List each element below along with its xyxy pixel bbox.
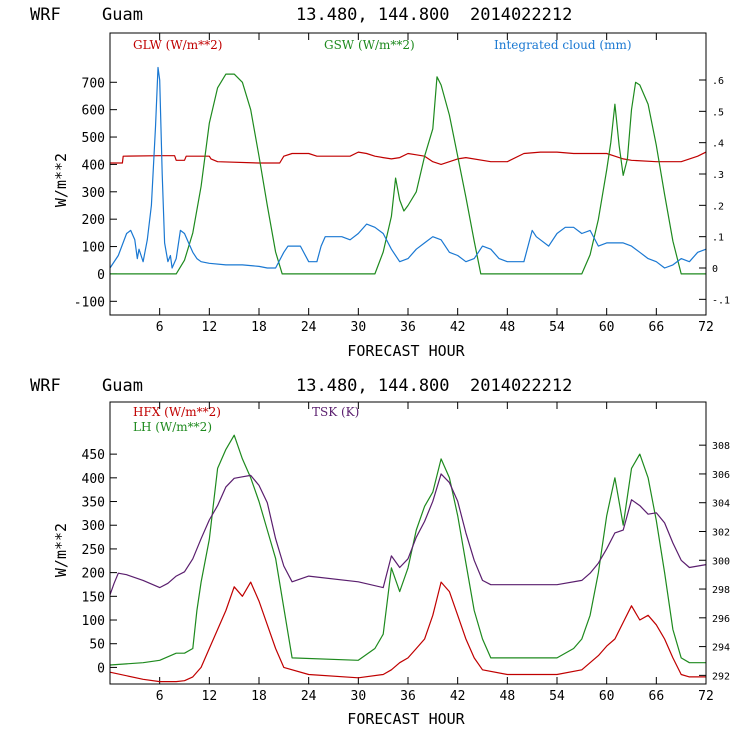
y-tick-label: 100 (82, 241, 105, 256)
panel-1: WRF Guam 13.480, 144.800 2014022212 GLW … (30, 5, 730, 360)
right-tick-label: 306 (712, 470, 730, 481)
x-tick-label: 60 (599, 689, 615, 704)
x-tick-label: 36 (400, 689, 416, 704)
x-tick-label: 66 (649, 689, 665, 704)
x-tick-label: 60 (599, 320, 615, 335)
right-tick-label: 298 (712, 585, 730, 596)
x-tick-label: 48 (500, 320, 516, 335)
y-tick-label: 50 (89, 638, 105, 653)
right-tick-label: .3 (712, 170, 724, 181)
x-tick-label: 54 (549, 689, 565, 704)
x-tick-label: 42 (450, 320, 466, 335)
model-label: WRF (30, 5, 61, 25)
x-tick-label: 24 (301, 320, 317, 335)
plot-frame (109, 401, 707, 685)
y-tick-label: 400 (82, 472, 105, 487)
legend-hfx: HFX (W/m**2) (133, 405, 221, 419)
x-axis-label: FORECAST HOUR (347, 342, 465, 360)
y-tick-label: 600 (82, 104, 105, 119)
series-line-lh (109, 434, 706, 666)
plot-frame (109, 32, 707, 316)
y-tick-label: 200 (82, 567, 105, 582)
x-tick-label: 36 (400, 320, 416, 335)
y-tick-label: 400 (82, 158, 105, 173)
right-tick-label: 0 (712, 264, 718, 275)
series-line-hfx (109, 581, 706, 683)
legend-cloud: Integrated cloud (mm) (494, 38, 632, 52)
x-tick-label: 12 (202, 689, 218, 704)
series-line-tsk (109, 473, 707, 596)
right-tick-label: .6 (712, 76, 724, 87)
right-tick-label: 292 (712, 671, 730, 682)
legend-tsk: TSK (K) (312, 405, 359, 419)
series-line-gsw (110, 73, 706, 275)
right-tick-label: 294 (712, 643, 730, 654)
x-tick-label: 24 (301, 689, 317, 704)
y-axis-label: W/m**2 (52, 153, 70, 207)
right-tick-label: -.1 (712, 295, 730, 306)
x-tick-label: 18 (251, 320, 267, 335)
series-line-glw (110, 151, 707, 165)
x-tick-label: 54 (549, 320, 565, 335)
y-tick-label: 0 (97, 661, 105, 676)
legend-gsw: GSW (W/m**2) (324, 38, 415, 52)
x-tick-label: 42 (450, 689, 466, 704)
x-tick-label: 12 (202, 320, 218, 335)
site-label: Guam (102, 376, 143, 396)
panel-2: WRF Guam 13.480, 144.800 2014022212 HFX … (30, 376, 730, 728)
site-label: Guam (102, 5, 143, 25)
x-axis-label: FORECAST HOUR (347, 710, 465, 728)
y-tick-label: 450 (82, 448, 105, 463)
model-label: WRF (30, 376, 61, 396)
y-tick-label: 150 (82, 590, 105, 605)
y-tick-label: 250 (82, 543, 105, 558)
x-tick-label: 72 (698, 689, 714, 704)
right-tick-label: .4 (712, 139, 724, 150)
y-tick-label: 0 (97, 268, 105, 283)
x-tick-label: 6 (156, 320, 164, 335)
y-tick-label: 300 (82, 519, 105, 534)
run-label: 2014022212 (470, 376, 572, 396)
coords-label: 13.480, 144.800 (296, 376, 450, 396)
right-tick-label: 302 (712, 527, 730, 538)
right-tick-label: 300 (712, 556, 730, 567)
right-tick-label: 304 (712, 499, 730, 510)
x-tick-label: 6 (156, 689, 164, 704)
x-tick-label: 66 (649, 320, 665, 335)
series-line-integrated (109, 66, 707, 269)
legend-glw: GLW (W/m**2) (133, 38, 222, 52)
y-tick-label: 100 (82, 614, 105, 629)
x-tick-label: 30 (351, 689, 367, 704)
coords-label: 13.480, 144.800 (296, 5, 450, 25)
legend-lh: LH (W/m**2) (133, 420, 212, 434)
x-tick-label: 72 (698, 320, 714, 335)
right-tick-label: .5 (712, 107, 724, 118)
run-label: 2014022212 (470, 5, 572, 25)
x-tick-label: 30 (351, 320, 367, 335)
y-tick-label: 200 (82, 213, 105, 228)
right-tick-label: .1 (712, 233, 724, 244)
right-tick-label: 308 (712, 441, 730, 452)
right-tick-label: 296 (712, 614, 730, 625)
x-tick-label: 48 (500, 689, 516, 704)
x-tick-label: 18 (251, 689, 267, 704)
right-tick-label: .2 (712, 201, 724, 212)
y-axis-label: W/m**2 (52, 523, 70, 577)
y-tick-label: 700 (82, 76, 105, 91)
y-tick-label: 500 (82, 131, 105, 146)
y-tick-label: -100 (74, 295, 105, 310)
y-tick-label: 300 (82, 186, 105, 201)
y-tick-label: 350 (82, 496, 105, 511)
